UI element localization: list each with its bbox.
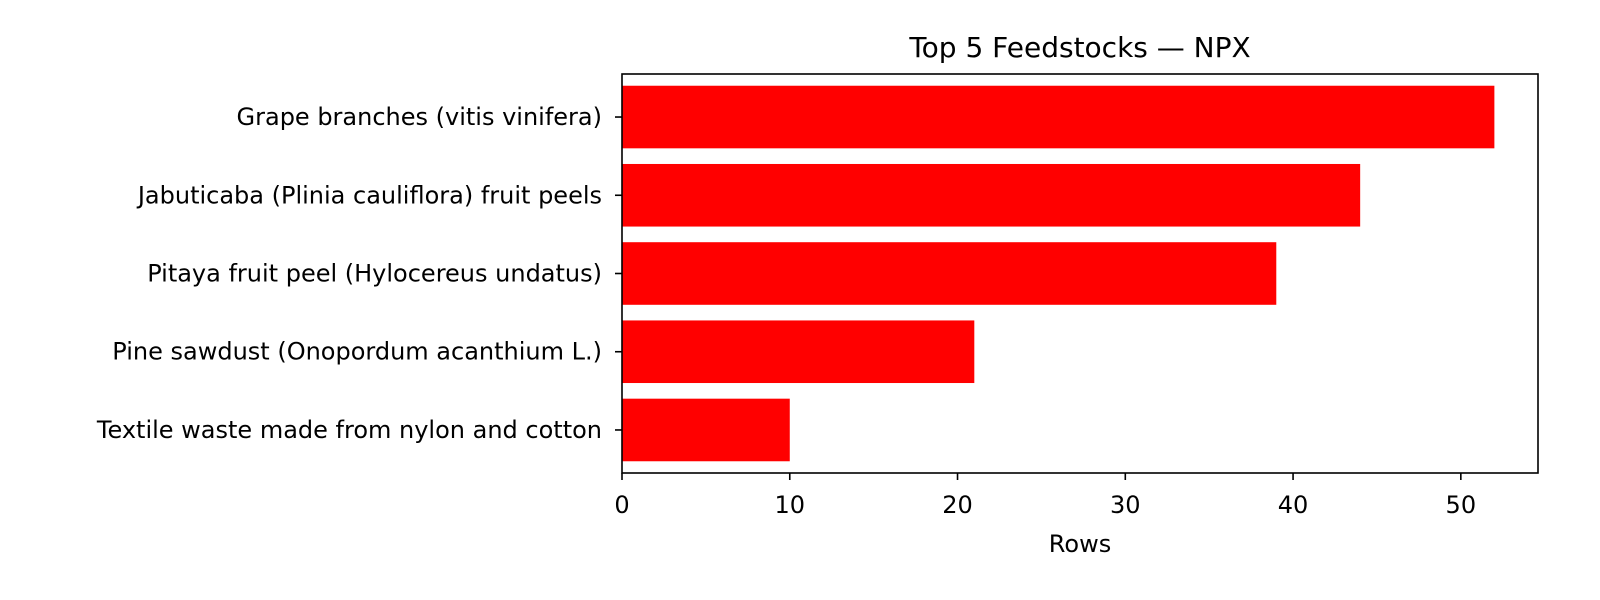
- bar: [622, 163, 1361, 227]
- x-tick-label: 0: [614, 491, 629, 519]
- bars-layer: [622, 85, 1495, 462]
- y-tick-label: Pitaya fruit peel (Hylocereus undatus): [147, 260, 602, 288]
- x-tick-label: 30: [1110, 491, 1141, 519]
- bar: [622, 398, 790, 462]
- bar: [622, 242, 1277, 305]
- y-axis: Grape branches (vitis vinifera) Jabuticab…: [96, 103, 622, 444]
- y-tick-label: Jabuticaba (Plinia cauliflora) fruit pee…: [136, 181, 602, 209]
- x-tick-label: 40: [1278, 491, 1309, 519]
- bar: [622, 85, 1495, 149]
- x-axis: 0 10 20 30 40 50: [614, 473, 1476, 519]
- y-tick-label: Pine sawdust (Onopordum acanthium L.): [112, 338, 602, 366]
- x-tick-label: 10: [774, 491, 805, 519]
- x-tick-label: 50: [1446, 491, 1477, 519]
- x-axis-label: Rows: [1049, 530, 1111, 558]
- y-tick-label: Textile waste made from nylon and cotton: [96, 416, 602, 444]
- x-tick-label: 20: [942, 491, 973, 519]
- bar: [622, 320, 975, 384]
- chart-title: Top 5 Feedstocks — NPX: [908, 31, 1250, 64]
- y-tick-label: Grape branches (vitis vinifera): [237, 103, 602, 131]
